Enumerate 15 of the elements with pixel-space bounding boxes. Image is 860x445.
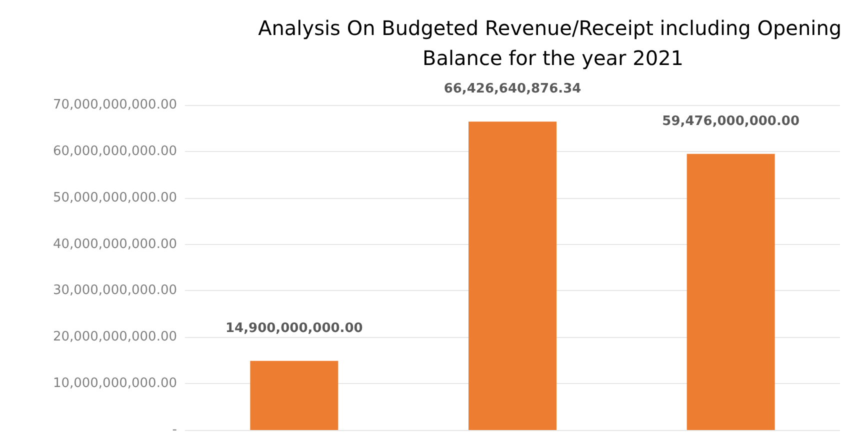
y-tick-label: 40,000,000,000.00 [52,236,177,252]
y-tick-label: 20,000,000,000.00 [52,330,177,345]
bar [468,122,556,430]
data-label: 59,476,000,000.00 [662,114,800,129]
data-label: 66,426,640,876.34 [444,82,582,97]
chart-title: Analysis On Budgeted Revenue/Receipt including Opening Balance for the year 2021 [258,16,848,70]
y-tick-label: 60,000,000,000.00 [52,144,177,159]
y-tick-label: 70,000,000,000.00 [52,98,177,112]
bar [250,360,338,430]
y-tick-label: 30,000,000,000.00 [52,283,177,298]
y-tick-label: - [172,422,178,438]
y-tick-label: 10,000,000,000.00 [52,376,177,392]
y-tick-label: 50,000,000,000.00 [52,190,177,206]
bar [686,154,775,430]
data-label: 14,900,000,000.00 [225,320,363,336]
